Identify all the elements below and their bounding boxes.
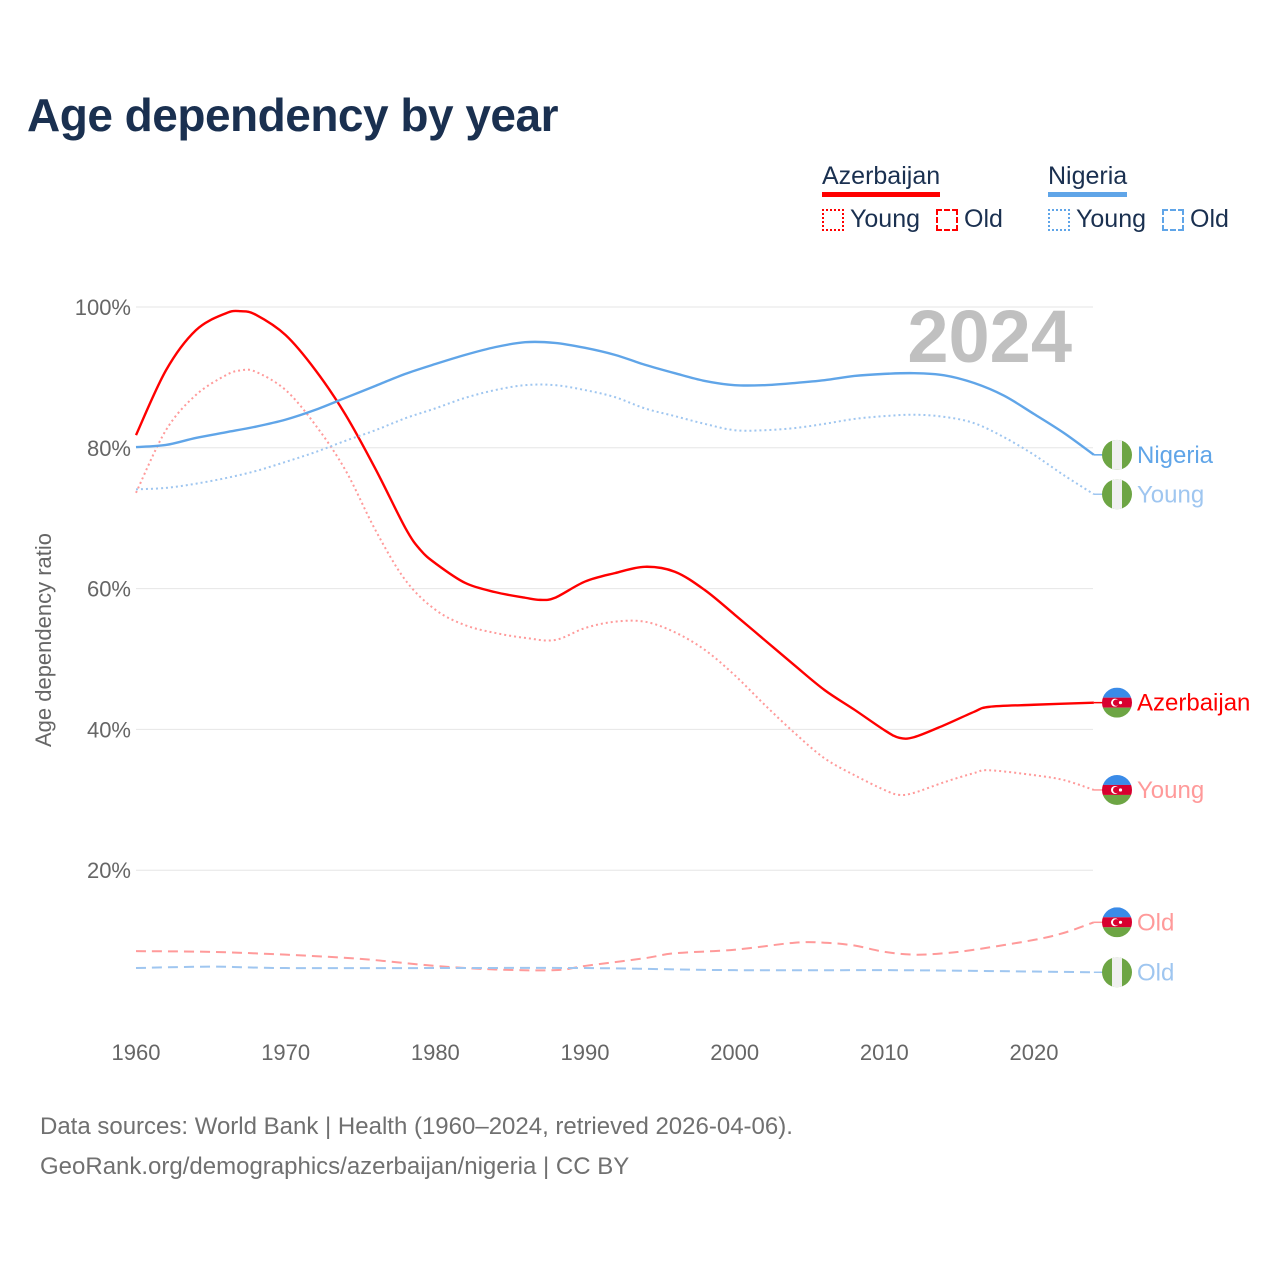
legend-country-label: Nigeria [1048,162,1128,197]
legend-item-label: Old [1190,205,1229,233]
end-label: Nigeria [1137,442,1214,469]
chart-title: Age dependency by year [27,89,558,141]
end-label-group: Azerbaijan [1093,687,1250,718]
star [1118,920,1123,924]
crescent-cut [1113,786,1120,794]
crescent-cut [1113,699,1120,706]
legend-nigeria[interactable]: Nigeria Young Old [1048,162,1245,234]
end-label: Young [1137,777,1204,804]
year-watermark: 2024 [907,295,1072,378]
dashed-swatch-icon [1162,208,1184,231]
series-line-nigeria-young [135,383,1095,496]
flag-stripe [1102,927,1132,938]
data-source-text: Data sources: World Bank | Health (1960–… [40,1113,793,1140]
crescent-cut [1113,919,1120,926]
end-label: Old [1137,959,1174,986]
flag-stripe [1112,479,1122,510]
x-tick-label: 1980 [411,1040,460,1065]
legend-item-old[interactable]: Old [936,205,1003,234]
end-label: Young [1137,481,1204,508]
y-tick-label: 100% [75,295,131,320]
y-tick-label: 20% [87,858,131,883]
legend-item-label: Young [1076,205,1146,233]
end-label-group: Young [1093,479,1204,510]
y-tick-label: 40% [87,717,131,742]
azerbaijan-flag-icon [1102,687,1132,718]
azerbaijan-flag-icon [1102,774,1132,805]
flag-stripe [1112,439,1122,470]
x-tick-label: 2010 [860,1040,909,1065]
legend-country-label: Azerbaijan [822,162,941,197]
flag-stripe [1102,907,1132,918]
flag-stripe [1102,687,1132,698]
nigeria-flag-icon [1102,479,1132,510]
dotted-swatch-icon [822,208,844,231]
x-tick-label: 1970 [261,1040,310,1065]
x-tick-label: 1960 [112,1040,161,1065]
legend-item-label: Old [964,205,1003,233]
y-tick-label: 80% [87,436,131,461]
end-label: Old [1137,909,1174,936]
flag-stripe [1102,774,1132,785]
footer: Data sources: World Bank | Health (1960–… [40,1107,793,1187]
series-line-azerbaijan [134,309,1094,740]
y-tick-label: 60% [87,577,131,602]
nigeria-flag-icon [1102,439,1132,470]
x-tick-label: 2000 [710,1040,759,1065]
x-tick-label: 2020 [1010,1040,1059,1065]
flag-stripe [1102,707,1132,718]
end-label-group: Nigeria [1093,439,1214,470]
flag-stripe [1112,957,1122,988]
x-tick-label: 1990 [561,1040,610,1065]
legend-item-young[interactable]: Young [822,205,920,234]
series-line-azerbaijan-young [135,368,1095,797]
end-label-group: Young [1093,774,1204,805]
attribution-link[interactable]: GeoRank.org/demographics/azerbaijan/nige… [40,1153,630,1180]
star [1118,788,1123,792]
legend-azerbaijan[interactable]: Azerbaijan Young Old [822,162,1019,234]
star [1118,701,1123,705]
dashed-swatch-icon [936,208,958,231]
legend-item-young[interactable]: Young [1048,205,1146,234]
series-line-nigeria-old [135,965,1094,974]
series-line-nigeria [135,340,1095,456]
flag-stripe [1102,794,1132,805]
dotted-swatch-icon [1048,208,1070,231]
y-axis-label: Age dependency ratio [31,533,56,747]
nigeria-flag-icon [1102,957,1132,988]
end-label: Azerbaijan [1137,690,1250,717]
azerbaijan-flag-icon [1102,907,1132,938]
end-label-group: Old [1093,907,1174,938]
legend-item-old[interactable]: Old [1162,205,1229,234]
legend-item-label: Young [850,205,920,233]
end-label-group: Old [1093,957,1174,988]
series-line-azerbaijan-old [135,921,1095,972]
